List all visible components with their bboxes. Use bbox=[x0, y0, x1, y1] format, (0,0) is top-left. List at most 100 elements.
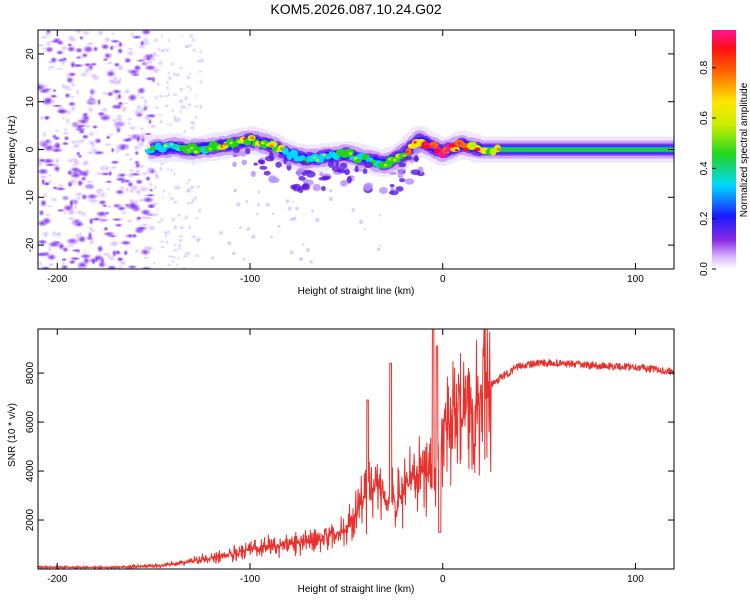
noise-blob bbox=[146, 223, 158, 233]
noise-blob bbox=[116, 92, 123, 101]
x-tick-label: 0 bbox=[440, 274, 446, 285]
ridge-blob bbox=[354, 165, 359, 173]
y-tick-label: -20 bbox=[25, 237, 36, 252]
noise-blob bbox=[114, 188, 126, 196]
noise-blob bbox=[198, 79, 204, 85]
noise-blob bbox=[182, 128, 187, 135]
noise-speck bbox=[292, 200, 295, 203]
noise-blob bbox=[142, 97, 148, 107]
ridge-blob bbox=[296, 168, 302, 177]
noise-speck bbox=[301, 243, 305, 246]
noise-blob bbox=[145, 193, 156, 197]
noise-blob bbox=[96, 111, 106, 117]
noise-blob bbox=[55, 107, 69, 115]
noise-blob bbox=[41, 216, 52, 226]
noise-blob bbox=[126, 117, 134, 122]
noise-blob bbox=[94, 254, 99, 263]
ridge-blob bbox=[388, 190, 399, 196]
noise-blob bbox=[43, 163, 57, 167]
noise-speck bbox=[351, 207, 356, 212]
ridge-blob bbox=[430, 145, 435, 148]
figure-title: KOM5.2026.087.10.24.G02 bbox=[270, 1, 441, 17]
noise-speck bbox=[239, 226, 242, 230]
ridge-blob bbox=[397, 170, 404, 179]
ridge-blob bbox=[194, 150, 198, 154]
noise-blob bbox=[39, 198, 48, 208]
ridge-blob bbox=[388, 171, 398, 176]
noise-blob bbox=[55, 141, 61, 151]
noise-blob bbox=[105, 135, 111, 140]
noise-blob bbox=[41, 232, 50, 239]
noise-blob bbox=[181, 254, 190, 259]
ridge-blob bbox=[344, 169, 351, 176]
noise-blob bbox=[134, 161, 141, 169]
noise-blob bbox=[38, 83, 47, 92]
noise-speck bbox=[328, 196, 333, 201]
noise-blob bbox=[152, 67, 160, 75]
noise-blob bbox=[84, 150, 97, 156]
noise-speck bbox=[328, 188, 333, 193]
y-tick-label: -10 bbox=[25, 190, 36, 205]
colorbar-tick-label: 0.8 bbox=[699, 60, 710, 74]
noise-blob bbox=[148, 188, 154, 192]
noise-blob bbox=[45, 30, 51, 35]
spectrogram-heatmap bbox=[38, 30, 674, 269]
noise-blob bbox=[82, 256, 91, 265]
ridge-blob bbox=[292, 183, 302, 192]
ridge-blob bbox=[339, 162, 348, 169]
noise-blob bbox=[44, 45, 55, 54]
noise-blob bbox=[115, 103, 123, 110]
noise-blob bbox=[136, 86, 147, 95]
noise-blob bbox=[38, 157, 47, 163]
ridge-blob bbox=[241, 159, 248, 166]
noise-speck bbox=[255, 213, 259, 216]
noise-blob bbox=[83, 62, 93, 68]
noise-blob bbox=[81, 111, 89, 118]
noise-blob bbox=[84, 179, 95, 184]
noise-speck bbox=[247, 226, 251, 230]
noise-blob bbox=[123, 152, 132, 158]
noise-blob bbox=[49, 39, 63, 44]
noise-speck bbox=[251, 234, 256, 239]
noise-blob bbox=[68, 81, 77, 88]
x-tick-label: 100 bbox=[627, 574, 644, 585]
noise-blob bbox=[107, 52, 114, 59]
noise-blob bbox=[92, 45, 99, 53]
noise-blob bbox=[80, 169, 90, 178]
noise-blob bbox=[61, 261, 66, 266]
noise-blob bbox=[152, 36, 159, 44]
ridge-hotspot bbox=[424, 145, 431, 150]
noise-speck bbox=[265, 202, 270, 207]
noise-blob bbox=[69, 166, 82, 173]
noise-blob bbox=[165, 84, 170, 92]
noise-blob bbox=[69, 103, 77, 113]
ridge-blob bbox=[301, 183, 308, 189]
ridge-blob bbox=[389, 184, 395, 188]
noise-blob bbox=[126, 202, 140, 211]
noise-speck bbox=[358, 219, 364, 224]
y-tick-label: 10 bbox=[25, 96, 36, 108]
noise-blob bbox=[160, 32, 164, 40]
noise-blob bbox=[114, 142, 124, 151]
ridge-blob bbox=[259, 165, 268, 170]
noise-blob bbox=[43, 213, 53, 217]
ridge-blob bbox=[319, 172, 324, 177]
x-tick-label: -200 bbox=[47, 274, 67, 285]
noise-blob bbox=[127, 156, 135, 162]
noise-blob bbox=[69, 60, 76, 69]
colorbar-tick-label: 0.4 bbox=[699, 161, 710, 175]
noise-blob bbox=[195, 184, 201, 190]
noise-blob bbox=[54, 67, 66, 71]
colorbar-ticks: 0.0 0.2 0.4 0.6 0.8 bbox=[699, 60, 716, 276]
noise-speck bbox=[236, 202, 241, 207]
ridge-blob bbox=[340, 180, 348, 187]
noise-blob bbox=[55, 232, 63, 236]
ridge-blob bbox=[314, 156, 325, 163]
noise-blob bbox=[39, 114, 45, 122]
noise-blob bbox=[94, 170, 103, 177]
y-tick-label: 20 bbox=[25, 48, 36, 60]
noise-blob bbox=[72, 160, 81, 167]
noise-blob bbox=[139, 126, 145, 132]
noise-blob bbox=[51, 229, 58, 238]
noise-blob bbox=[77, 234, 87, 244]
